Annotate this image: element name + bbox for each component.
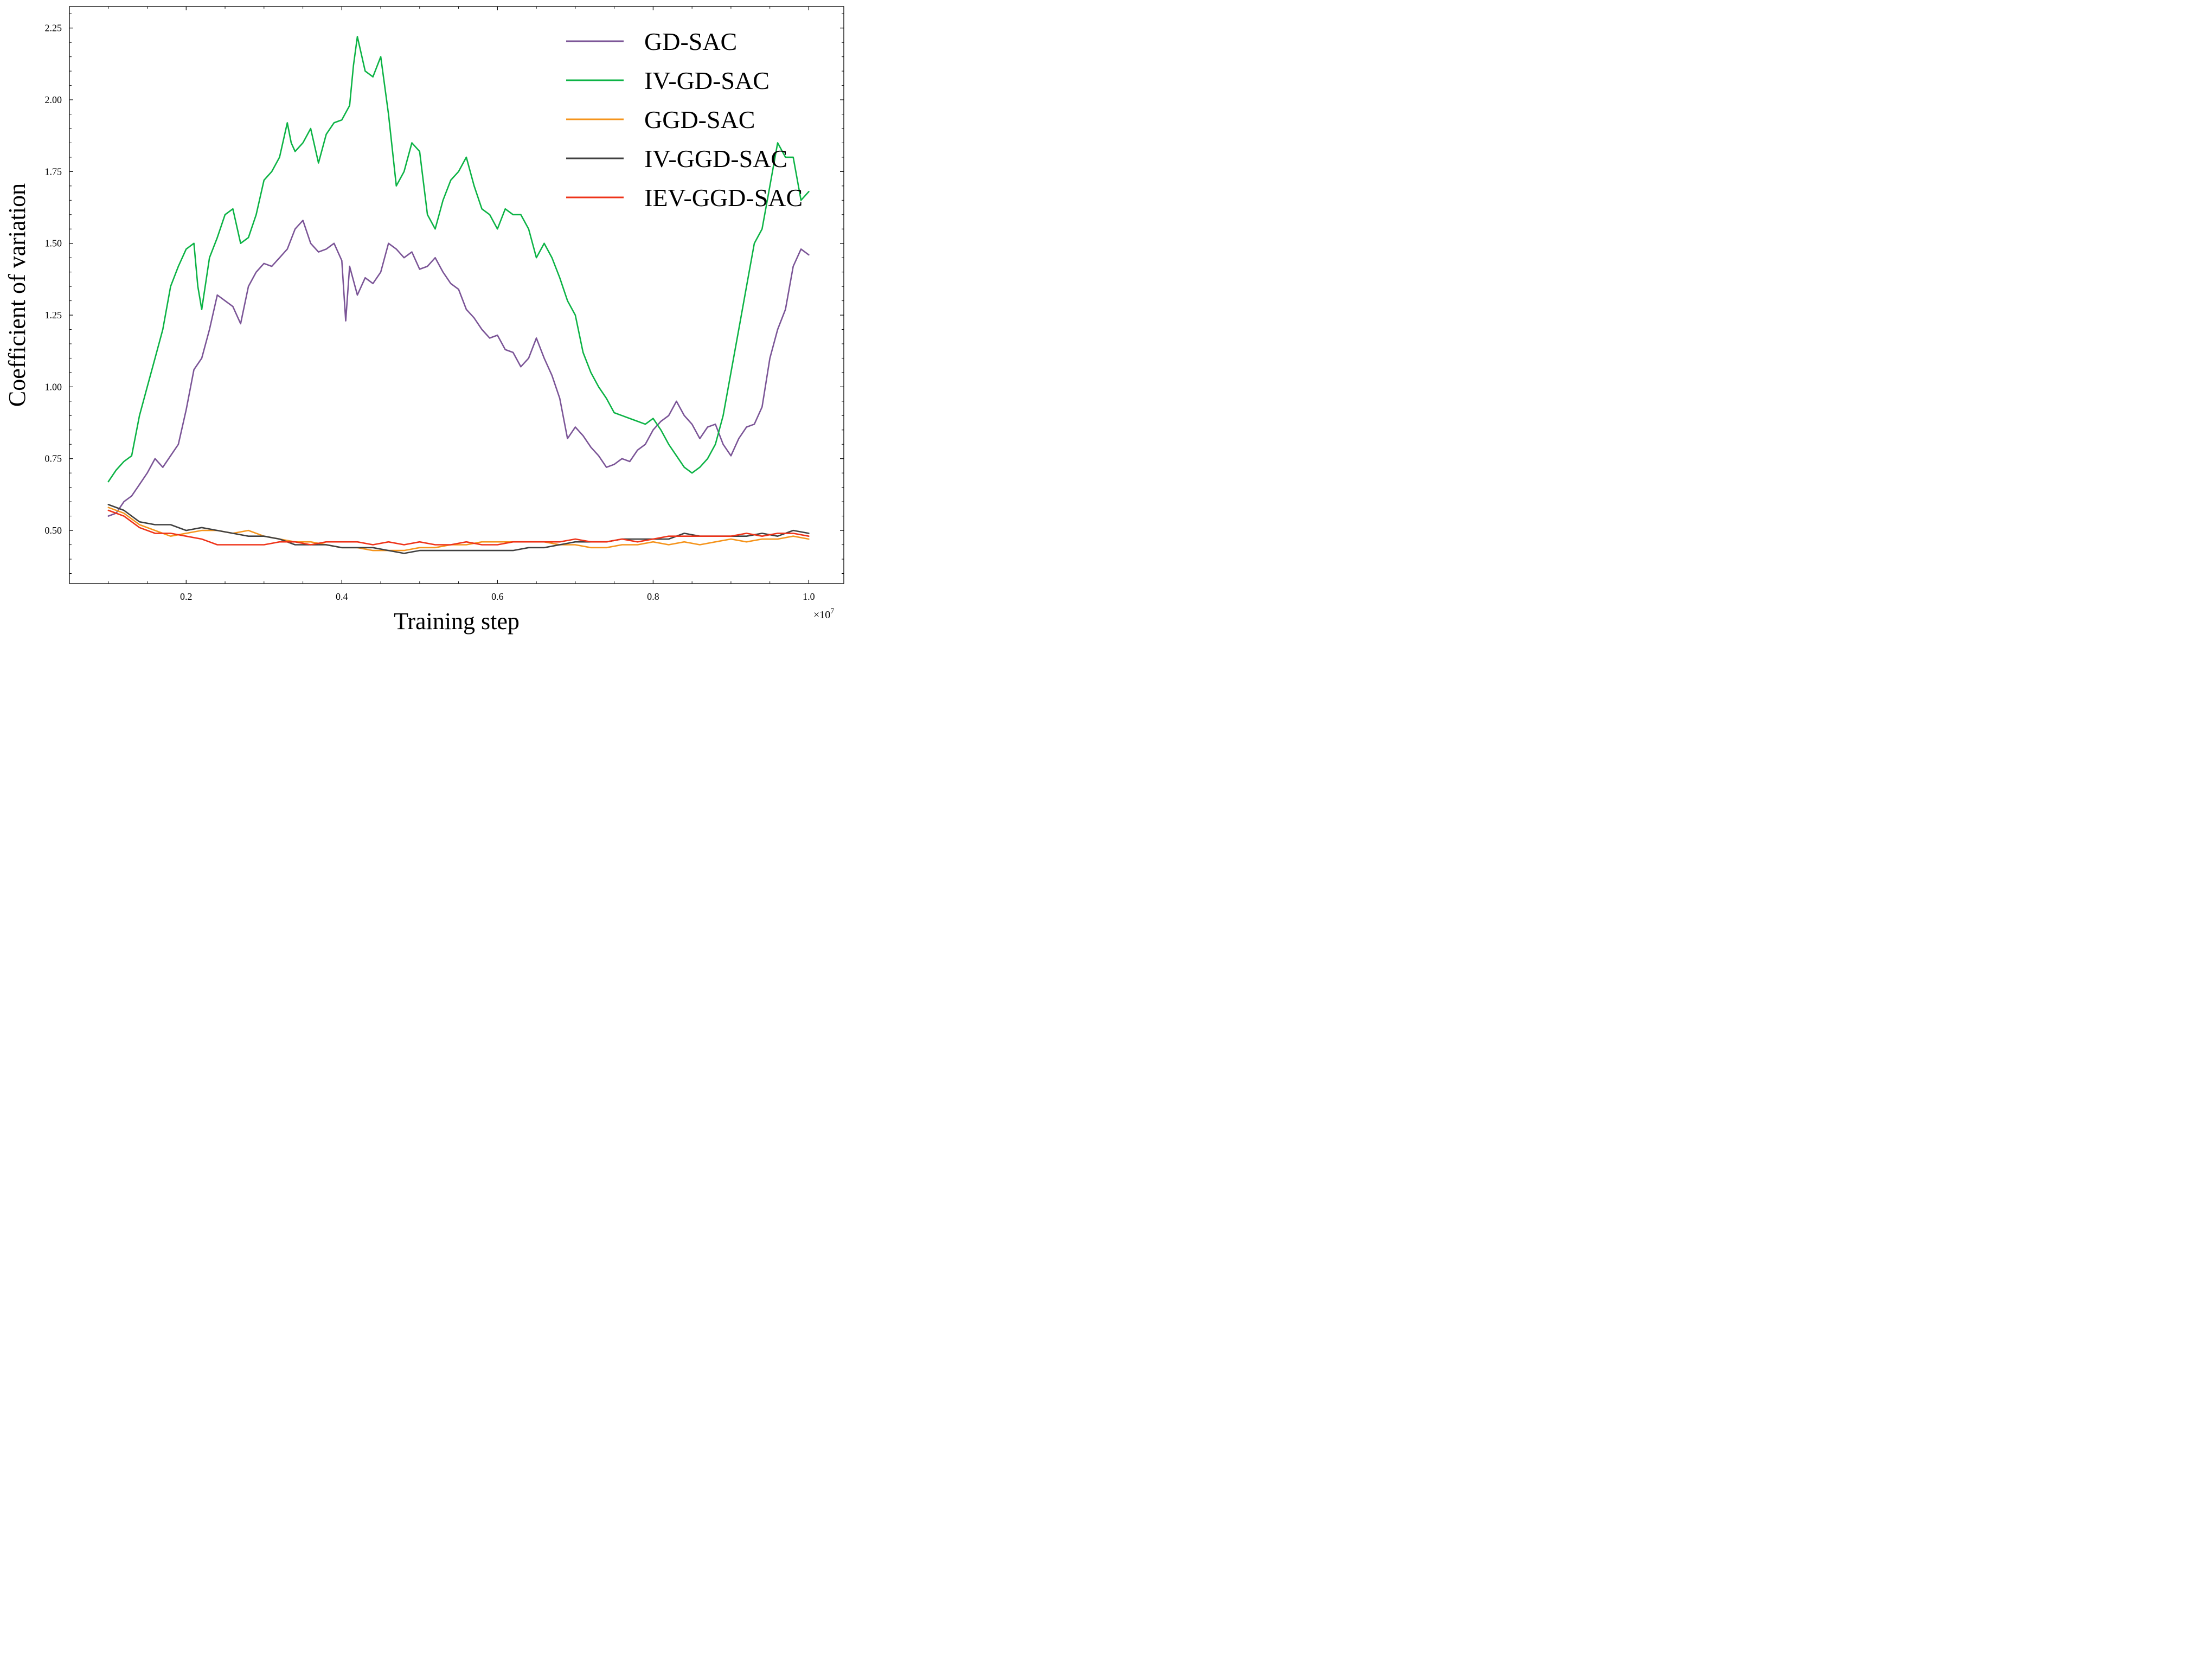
series-layer bbox=[107, 36, 810, 554]
y-tick-label: 2.00 bbox=[45, 94, 62, 105]
y-tick-label: 1.75 bbox=[45, 166, 62, 177]
x-tick-label: 0.2 bbox=[180, 591, 193, 602]
legend-label-iv-ggd-sac: IV-GGD-SAC bbox=[644, 145, 787, 172]
y-tick-label: 2.25 bbox=[45, 23, 62, 34]
series-line-iv-gd-sac bbox=[107, 36, 810, 483]
x-tick-label: 0.8 bbox=[647, 591, 659, 602]
x-axis-title: Training step bbox=[394, 608, 520, 635]
y-tick-label: 0.50 bbox=[45, 525, 62, 536]
legend-label-ggd-sac: GGD-SAC bbox=[644, 106, 755, 133]
y-tick-label: 1.50 bbox=[45, 238, 62, 249]
legend-label-iv-gd-sac: IV-GD-SAC bbox=[644, 67, 770, 94]
x-offset-label: ×107 bbox=[813, 607, 834, 621]
series-line-gd-sac bbox=[107, 220, 810, 517]
x-offset-exponent: 7 bbox=[830, 607, 834, 616]
y-axis-title: Coefficient of variation bbox=[4, 183, 30, 407]
x-tick-label: 0.4 bbox=[336, 591, 348, 602]
y-tick-label: 0.75 bbox=[45, 453, 62, 464]
chart: 0.2 0.4 0.6 0.8 1.0 0.50 0.75 1.00 1.25 1.50 1.75 2… bbox=[0, 0, 850, 640]
legend-label-gd-sac: GD-SAC bbox=[644, 28, 737, 55]
x-offset-base: ×10 bbox=[813, 609, 830, 621]
legend: GD-SAC IV-GD-SAC GGD-SAC IV-GGD-SAC IEV-GGD-… bbox=[566, 28, 803, 212]
x-tick-label: 1.0 bbox=[803, 591, 815, 602]
chart-background bbox=[0, 0, 850, 640]
legend-label-iev-ggd-sac: IEV-GGD-SAC bbox=[644, 184, 803, 212]
x-tick-label: 0.6 bbox=[491, 591, 504, 602]
ticks-layer bbox=[69, 7, 844, 584]
tick-labels-layer: 0.2 0.4 0.6 0.8 1.0 0.50 0.75 1.00 1.25 1.50 1.75 2… bbox=[45, 23, 815, 602]
y-tick-label: 1.00 bbox=[45, 381, 62, 392]
plot-frame bbox=[69, 6, 844, 584]
y-tick-label: 1.25 bbox=[45, 310, 62, 321]
series-line-iv-ggd-sac bbox=[107, 504, 810, 554]
series-line-iev-ggd-sac bbox=[107, 509, 810, 546]
